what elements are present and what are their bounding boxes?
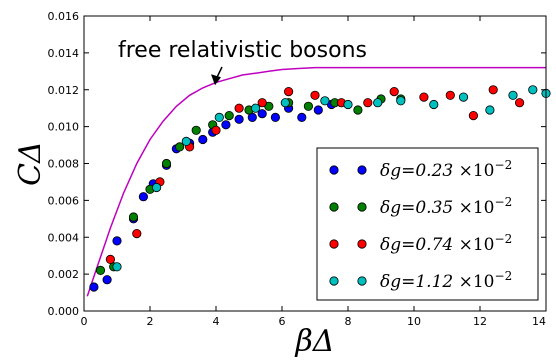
- legend-marker: [357, 239, 367, 249]
- legend-marker: [329, 239, 339, 249]
- data-point: [320, 96, 330, 106]
- data-point: [396, 96, 406, 106]
- y-tick-label: 0.002: [48, 268, 80, 281]
- y-tick-label: 0.012: [48, 84, 80, 97]
- legend-marker: [329, 276, 339, 286]
- plot-area: [83, 15, 551, 312]
- series-4: [112, 85, 551, 272]
- data-point: [105, 254, 116, 264]
- legend-entry: δg=0.35 ×10−2: [329, 195, 512, 218]
- data-point: [485, 105, 495, 115]
- data-point: [234, 114, 244, 124]
- x-axis: 0 2 4 6 8 10 12 14: [81, 16, 547, 328]
- legend-box: [316, 147, 539, 301]
- legend-entry: δg=1.12 ×10−2: [329, 269, 512, 292]
- data-point: [211, 125, 221, 135]
- data-point: [343, 99, 353, 110]
- legend-label: δg=0.35 ×10−2: [380, 195, 512, 218]
- data-point: [89, 282, 99, 292]
- legend-label: δg=0.74 ×10−2: [380, 232, 512, 255]
- y-tick-label: 0.014: [48, 47, 80, 60]
- data-point: [445, 90, 455, 100]
- annotation-arrow: [211, 66, 223, 86]
- y-tick-label: 0.000: [48, 305, 80, 318]
- x-tick-label: 10: [407, 315, 421, 328]
- data-point: [112, 262, 122, 272]
- data-point: [138, 192, 148, 202]
- x-tick-label: 12: [473, 315, 487, 328]
- legend-marker: [357, 202, 367, 212]
- data-point: [283, 87, 294, 97]
- data-point: [198, 134, 208, 145]
- data-point: [508, 90, 518, 100]
- data-point: [181, 136, 191, 146]
- data-point: [514, 98, 525, 108]
- data-point: [161, 158, 172, 169]
- y-axis: 0.000 0.002 0.004 0.006 0.008 0.010 0.012 0.014…: [48, 10, 546, 318]
- data-point: [297, 112, 307, 123]
- legend-marker: [329, 165, 339, 175]
- data-point: [191, 125, 201, 135]
- data-point: [234, 103, 244, 113]
- data-point: [310, 90, 320, 100]
- data-point: [429, 99, 439, 110]
- legend-label: δg=1.12 ×10−2: [380, 269, 512, 292]
- data-point: [458, 92, 469, 102]
- legend-marker: [357, 276, 367, 286]
- x-tick-label: 6: [279, 315, 286, 328]
- data-point: [128, 212, 139, 222]
- data-point: [363, 98, 373, 108]
- x-tick-label: 8: [345, 315, 352, 328]
- legend-marker: [329, 202, 339, 212]
- theory-curve: [86, 66, 546, 297]
- data-point: [224, 111, 234, 121]
- data-point: [257, 109, 267, 119]
- data-point: [419, 92, 429, 102]
- data-point: [257, 98, 267, 108]
- data-point: [251, 103, 261, 113]
- data-point: [102, 275, 112, 285]
- data-point: [353, 105, 363, 115]
- data-point: [303, 101, 313, 111]
- x-axis-label: βΔ: [294, 324, 334, 358]
- data-point: [214, 112, 224, 123]
- x-tick-label: 14: [532, 315, 546, 328]
- y-tick-label: 0.008: [48, 158, 80, 171]
- x-tick-label: 4: [213, 315, 220, 328]
- x-tick-label: 2: [147, 315, 154, 328]
- data-point: [132, 229, 142, 239]
- legend-entry: δg=0.23 ×10−2: [329, 158, 512, 181]
- x-tick-label: 0: [81, 315, 88, 328]
- legend-label: δg=0.23 ×10−2: [380, 158, 512, 181]
- legend-entry: δg=0.74 ×10−2: [329, 232, 512, 255]
- legend: δg=0.23 ×10−2 δg=0.35 ×10−2 δg=0.74 ×10−2 δ…: [316, 147, 539, 301]
- data-point: [528, 85, 538, 95]
- y-axis-label: CΔ: [13, 141, 48, 186]
- data-point: [313, 105, 323, 115]
- data-point: [95, 265, 106, 275]
- y-tick-label: 0.006: [48, 194, 80, 207]
- y-tick-label: 0.010: [48, 121, 80, 134]
- data-point: [468, 111, 478, 121]
- data-point: [221, 120, 231, 130]
- data-point: [488, 85, 498, 95]
- data-point: [175, 142, 185, 152]
- data-point: [270, 112, 280, 123]
- y-tick-label: 0.016: [48, 10, 80, 23]
- data-point: [152, 182, 162, 193]
- legend-marker: [357, 165, 367, 175]
- annotation-text: free relativistic bosons: [118, 38, 367, 63]
- data-point: [112, 236, 122, 246]
- y-tick-label: 0.004: [48, 231, 80, 244]
- data-point: [280, 98, 290, 108]
- data-point: [373, 98, 383, 108]
- data-point: [389, 87, 399, 97]
